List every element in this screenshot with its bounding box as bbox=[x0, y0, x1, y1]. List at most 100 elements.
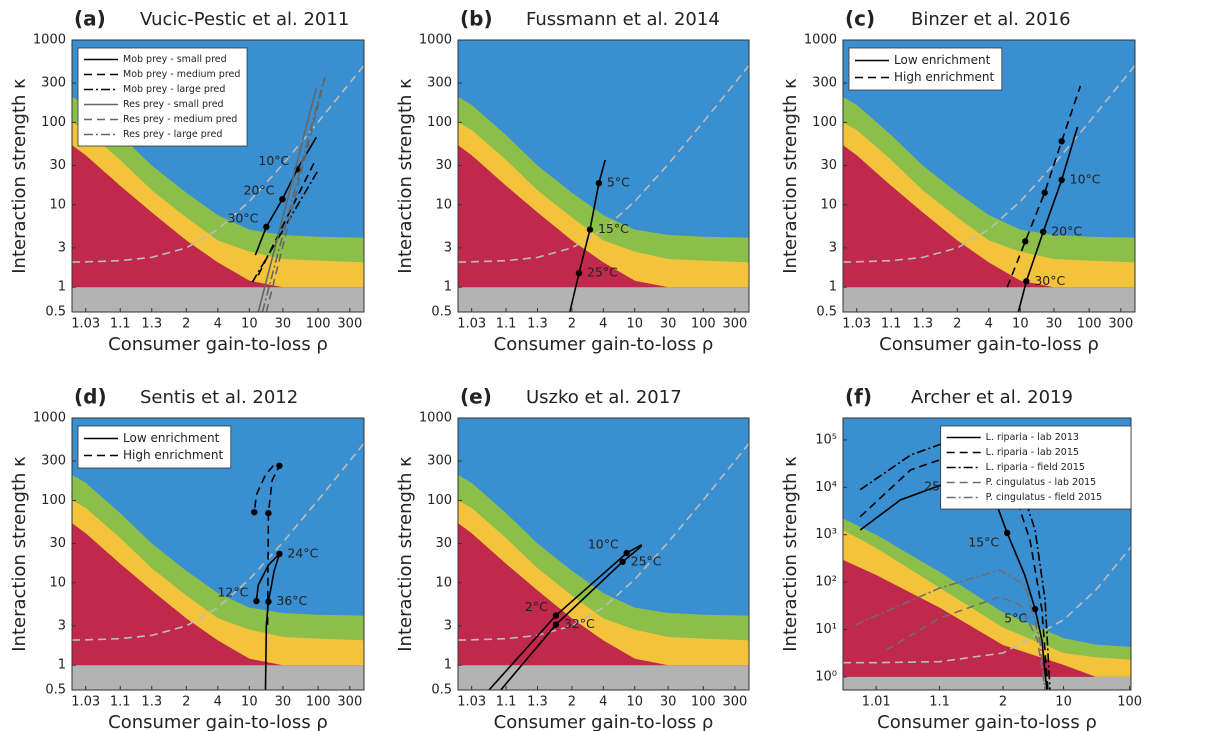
x-tick-label: 10 bbox=[241, 317, 258, 332]
data-point bbox=[253, 597, 260, 605]
x-tick-label: 4 bbox=[599, 695, 607, 710]
legend-label: Low enrichment bbox=[123, 431, 220, 445]
x-tick-label: 10 bbox=[1055, 695, 1072, 710]
data-line bbox=[257, 161, 316, 276]
x-tick-label: 1.1 bbox=[929, 695, 950, 710]
data-point bbox=[276, 462, 283, 469]
y-tick-label: 3 bbox=[444, 618, 452, 633]
region bbox=[843, 145, 1135, 312]
data-line bbox=[488, 543, 643, 690]
x-tick-label: 2 bbox=[999, 695, 1007, 710]
y-tick-label: 30 bbox=[49, 536, 66, 551]
y-tick-label: 0.5 bbox=[45, 305, 66, 320]
x-tick-label: 1.1 bbox=[110, 317, 131, 332]
data-line bbox=[261, 77, 326, 312]
x-tick-label: 30 bbox=[660, 317, 677, 332]
x-tick-label: 2 bbox=[182, 317, 190, 332]
legend-box bbox=[77, 425, 232, 469]
y-tick-label: 300 bbox=[427, 454, 452, 469]
data-line bbox=[257, 87, 318, 312]
y-tick-label: 100 bbox=[427, 115, 452, 130]
y-tick-label: 100 bbox=[41, 115, 66, 130]
x-tick-label: 2 bbox=[568, 695, 576, 710]
data-point bbox=[276, 550, 283, 558]
x-tick-label: 1.1 bbox=[496, 695, 517, 710]
panel-title: Sentis et al. 2012 bbox=[140, 387, 298, 408]
legend: Mob prey - small pred Mob prey - medium p… bbox=[77, 47, 248, 147]
y-tick-label: 30 bbox=[820, 158, 837, 173]
y-tick-label: 100 bbox=[812, 115, 837, 130]
point-label: 24°C bbox=[287, 545, 318, 560]
x-tick-label: 100 bbox=[1077, 317, 1102, 332]
y-tick-label: 3 bbox=[58, 240, 66, 255]
panel-letter: (d) bbox=[74, 385, 107, 409]
y-tick-label: 300 bbox=[427, 76, 452, 91]
data-point bbox=[1041, 189, 1048, 196]
x-tick-label: 100 bbox=[1117, 695, 1142, 710]
y-tick-label: 10³ bbox=[815, 527, 837, 542]
x-tick-label: 100 bbox=[691, 317, 716, 332]
x-tick-label: 1.3 bbox=[912, 317, 933, 332]
x-tick-label: 1.03 bbox=[457, 317, 486, 332]
point-label: 15°C bbox=[598, 221, 629, 236]
point-label: 30°C bbox=[227, 210, 258, 225]
y-tick-label: 10² bbox=[815, 575, 837, 590]
data-point bbox=[1031, 605, 1039, 613]
x-tick-label: 10 bbox=[241, 695, 258, 710]
data-line bbox=[885, 595, 1046, 690]
region bbox=[458, 665, 749, 690]
y-tick-label: 300 bbox=[812, 76, 837, 91]
point-label: 12°C bbox=[217, 585, 248, 600]
reference-curve bbox=[843, 546, 1131, 664]
x-axis-label: Consumer gain-to-loss ρ bbox=[108, 712, 328, 731]
y-tick-label: 0.5 bbox=[431, 683, 452, 698]
y-tick-label: 10 bbox=[49, 575, 66, 590]
x-axis-label: Consumer gain-to-loss ρ bbox=[108, 334, 328, 355]
x-tick-label: 1.3 bbox=[141, 695, 162, 710]
legend-label: P. cingulatus - lab 2015 bbox=[986, 477, 1097, 488]
point-label: 5°C bbox=[1004, 611, 1027, 626]
data-line bbox=[855, 569, 1046, 690]
data-line bbox=[265, 71, 328, 312]
x-tick-label: 4 bbox=[599, 317, 607, 332]
data-point bbox=[265, 598, 272, 605]
x-tick-label: 100 bbox=[691, 695, 716, 710]
panel-letter: (b) bbox=[460, 7, 493, 31]
panel-letter: (a) bbox=[74, 7, 106, 31]
legend-label: Mob prey - large pred bbox=[123, 84, 225, 95]
x-tick-label: 1.1 bbox=[881, 317, 902, 332]
region bbox=[458, 145, 749, 312]
x-tick-label: 2 bbox=[568, 317, 576, 332]
panel-title: Fussmann et al. 2014 bbox=[526, 9, 720, 30]
x-tick-label: 1.1 bbox=[496, 317, 517, 332]
x-tick-label: 300 bbox=[722, 695, 747, 710]
y-tick-label: 30 bbox=[435, 158, 452, 173]
data-point bbox=[552, 621, 560, 628]
legend-label: L. riparia - lab 2015 bbox=[986, 447, 1079, 458]
x-tick-label: 1.3 bbox=[141, 317, 162, 332]
point-label: 36°C bbox=[276, 593, 307, 608]
x-axis-label: Consumer gain-to-loss ρ bbox=[494, 712, 714, 731]
plot-frame bbox=[842, 417, 1132, 691]
y-axis-label: Interaction strength κ bbox=[395, 456, 416, 652]
legend: Low enrichment High enrichment bbox=[77, 425, 232, 469]
data-point bbox=[623, 549, 630, 557]
x-tick-label: 300 bbox=[337, 317, 362, 332]
y-tick-label: 10⁵ bbox=[815, 432, 837, 447]
y-axis-label: Interaction strength κ bbox=[9, 456, 30, 652]
point-label: 30°C bbox=[1034, 273, 1065, 288]
legend-label: Res prey - medium pred bbox=[123, 114, 237, 125]
y-tick-label: 1000 bbox=[33, 33, 66, 48]
y-tick-label: 10 bbox=[435, 197, 452, 212]
x-tick-label: 1.03 bbox=[842, 317, 871, 332]
y-tick-label: 30 bbox=[49, 158, 66, 173]
x-tick-label: 10 bbox=[1012, 317, 1029, 332]
y-tick-label: 0.5 bbox=[816, 305, 837, 320]
y-tick-label: 1000 bbox=[804, 33, 837, 48]
x-tick-label: 30 bbox=[275, 317, 292, 332]
x-tick-label: 30 bbox=[660, 695, 677, 710]
y-axis-label: Interaction strength κ bbox=[395, 78, 416, 274]
y-tick-label: 1000 bbox=[33, 411, 66, 426]
x-tick-label: 10 bbox=[626, 695, 643, 710]
